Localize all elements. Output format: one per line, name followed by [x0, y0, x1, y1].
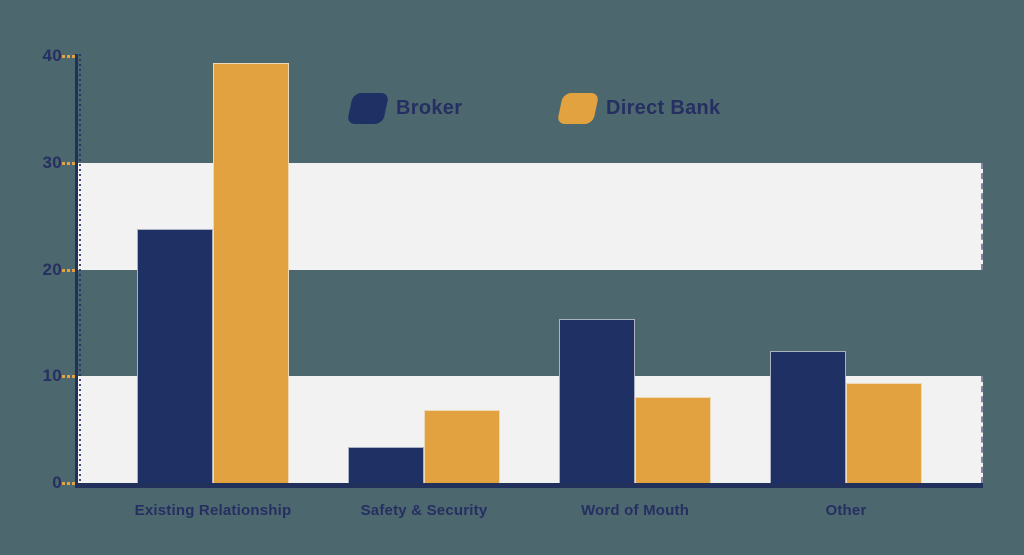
- legend-label-broker: Broker: [396, 96, 463, 119]
- y-tick-label: 10: [42, 366, 62, 386]
- category-label-other: Other: [825, 502, 867, 519]
- legend-item-broker: Broker: [346, 91, 463, 125]
- bar-broker-safety-security: [348, 446, 424, 483]
- y-tick-label: 0: [52, 473, 62, 492]
- y-tick-mark: [62, 375, 77, 379]
- category-label-existing-relationship: Existing Relationship: [134, 502, 292, 519]
- y-tick-label: 40: [42, 46, 62, 65]
- legend-label-direct-bank: Direct Bank: [606, 96, 721, 119]
- bar-broker-other: [770, 350, 846, 483]
- bar-direct-bank-word-of-mouth: [635, 396, 711, 483]
- y-tick-mark: [62, 55, 77, 58]
- legend-swatch-direct-bank: [556, 92, 600, 124]
- y-tick-mark: [62, 161, 77, 165]
- y-tick-mark: [62, 482, 77, 485]
- y-tick-label: 30: [42, 152, 62, 172]
- category-label-safety-security: Safety & Security: [360, 502, 488, 519]
- category-label-word-of-mouth: Word of Mouth: [580, 502, 690, 519]
- legend-swatch-broker: [346, 92, 390, 124]
- x-axis-line: [75, 483, 983, 488]
- bar-broker-existing-relationship: [137, 228, 213, 483]
- legend-item-direct-bank: Direct Bank: [556, 91, 721, 125]
- bar-direct-bank-other: [846, 382, 922, 483]
- y-tick-label: 20: [42, 259, 62, 279]
- y-tick-mark: [62, 268, 77, 272]
- bar-direct-bank-existing-relationship: [213, 63, 289, 483]
- bar-direct-bank-safety-security: [424, 410, 500, 483]
- bar-broker-word-of-mouth: [559, 318, 635, 483]
